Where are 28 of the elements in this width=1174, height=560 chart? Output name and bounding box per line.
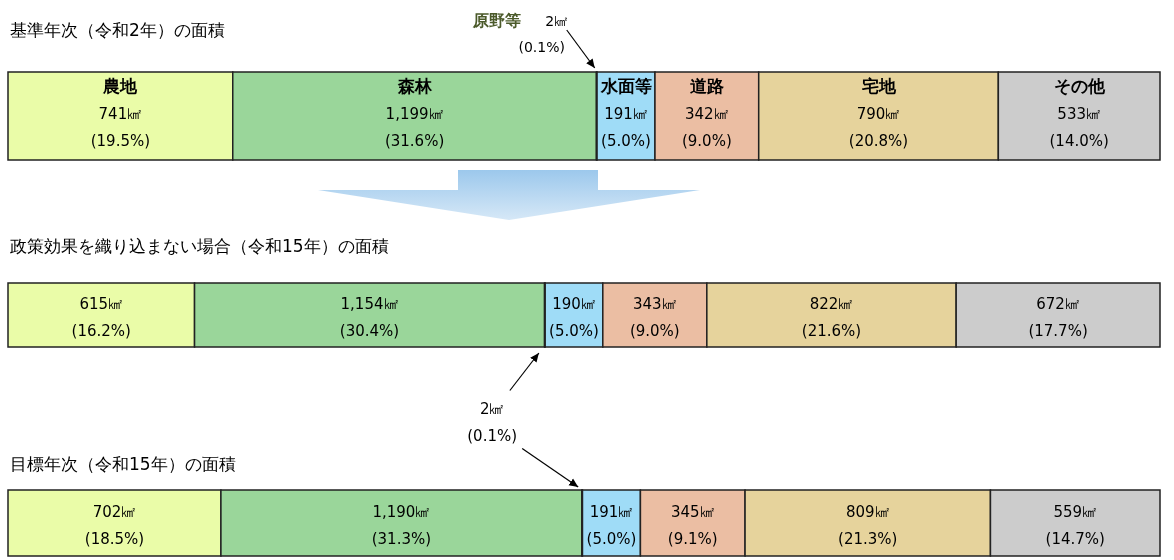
data-label: 1,190㎢ (31.3%) bbox=[371, 503, 432, 548]
series-label: その他 bbox=[1053, 76, 1106, 96]
chart-title: 目標年次（令和15年）の面積 bbox=[10, 454, 236, 474]
data-label: 2㎢ (0.1%) bbox=[467, 399, 518, 445]
data-label: 190㎢ (5.0%) bbox=[549, 295, 599, 340]
series-label: 森林 bbox=[396, 76, 433, 96]
data-label: 1,199㎢ (31.6%) bbox=[384, 105, 445, 150]
chart-title: 政策効果を織り込まない場合（令和15年）の面積 bbox=[10, 236, 389, 256]
data-label: 345㎢ (9.1%) bbox=[667, 503, 718, 548]
data-label: 741㎢ (19.5%) bbox=[90, 105, 151, 150]
series-label: 道路 bbox=[689, 76, 724, 96]
data-label: 822㎢ (21.6%) bbox=[801, 295, 862, 340]
data-label: 191㎢ (5.0%) bbox=[601, 105, 651, 150]
data-label: 672㎢ (17.7%) bbox=[1028, 295, 1088, 340]
data-label: 615㎢ (16.2%) bbox=[71, 295, 131, 340]
data-label: 342㎢ (9.0%) bbox=[681, 105, 732, 150]
data-label: 790㎢ (20.8%) bbox=[848, 105, 909, 150]
data-label: 809㎢ (21.3%) bbox=[838, 503, 898, 548]
data-label: 191㎢ (5.0%) bbox=[586, 503, 637, 548]
series-label: 水面等 bbox=[599, 76, 652, 96]
chart-title: 基準年次（令和2年）の面積 bbox=[10, 20, 225, 40]
series-label: 宅地 bbox=[861, 76, 897, 96]
series-label: 農地 bbox=[102, 76, 139, 96]
data-label: 343㎢ (9.0%) bbox=[629, 295, 680, 340]
data-label: 1,154㎢ (30.4%) bbox=[339, 295, 400, 340]
data-label: 559㎢ (14.7%) bbox=[1045, 503, 1105, 548]
data-label: 533㎢ (14.0%) bbox=[1049, 105, 1109, 150]
data-label: 702㎢ (18.5%) bbox=[84, 503, 145, 548]
